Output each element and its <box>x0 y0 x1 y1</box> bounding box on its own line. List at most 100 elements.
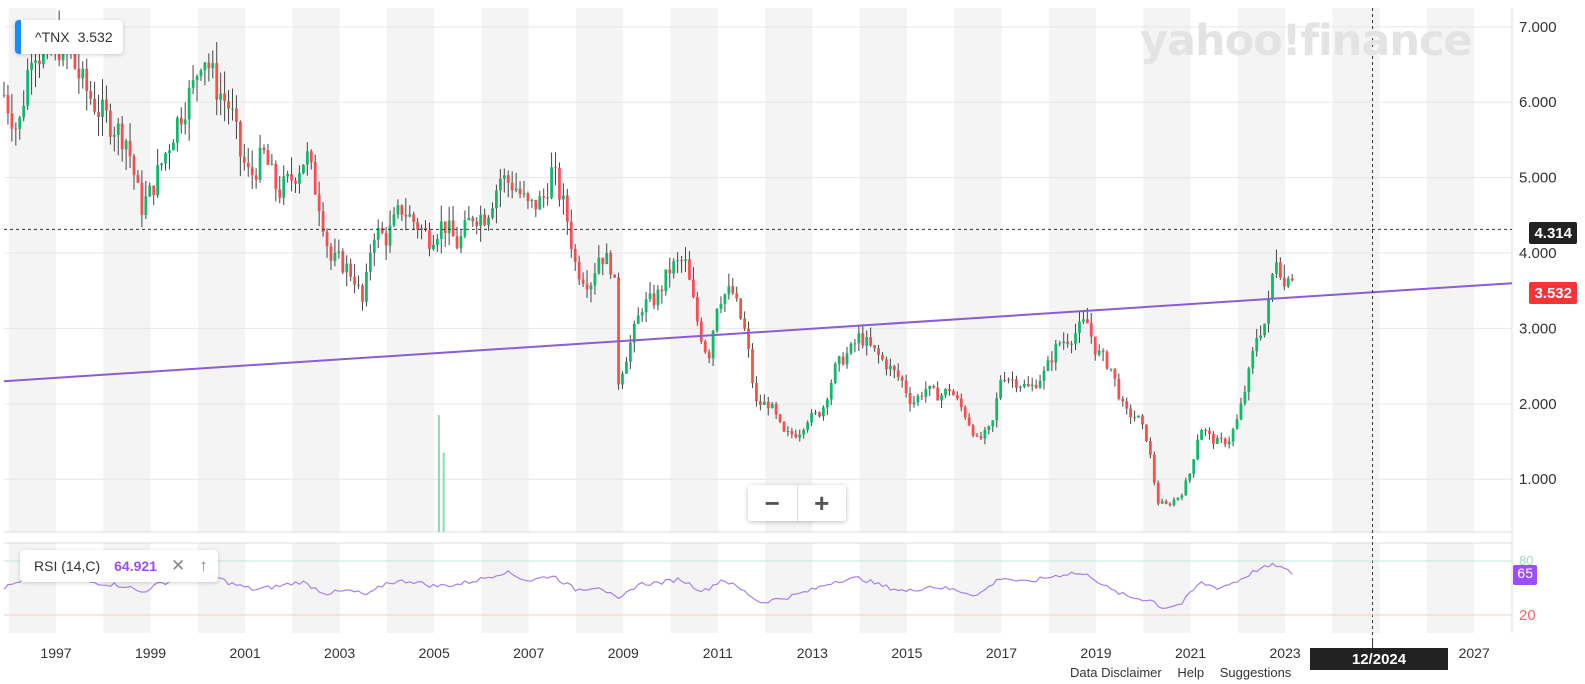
candle-down <box>613 274 616 278</box>
suggestions-link[interactable]: Suggestions <box>1219 665 1292 680</box>
candle-up <box>164 153 167 164</box>
candle-up <box>1042 370 1046 381</box>
candle-up <box>837 356 841 364</box>
candle-up <box>376 227 380 240</box>
candle-down <box>695 296 699 322</box>
candle-down <box>782 421 786 432</box>
candle-up <box>786 431 790 433</box>
candle-down <box>10 113 14 129</box>
candle-down <box>238 121 242 157</box>
candle-down <box>554 167 557 169</box>
zoom-in-button[interactable]: + <box>814 487 830 518</box>
candle-up <box>30 62 33 71</box>
candle-up <box>999 379 1003 399</box>
candle-down <box>357 284 360 286</box>
candle-up <box>203 62 207 71</box>
zoom-controls: − + <box>748 485 846 521</box>
candle-down <box>1085 319 1089 324</box>
candle-up <box>833 363 837 383</box>
candle-up <box>345 263 349 273</box>
candle-down <box>400 205 404 215</box>
candle-up <box>1263 323 1266 336</box>
candle-down <box>774 403 778 415</box>
candle-up <box>124 140 128 150</box>
candle-up <box>924 389 928 397</box>
candle-down <box>278 189 282 198</box>
zoom-out-button[interactable]: − <box>748 485 798 521</box>
candle-up <box>392 214 396 226</box>
footer-links: Data Disclaimer Help Suggestions <box>1070 665 1303 680</box>
candle-up <box>1251 351 1255 369</box>
close-icon[interactable]: ✕ <box>170 556 186 575</box>
candle-up <box>502 175 506 179</box>
candle-down <box>735 293 739 299</box>
ticker-symbol: ^TNX <box>35 29 70 45</box>
candle-down <box>758 401 762 405</box>
candle-up <box>723 294 727 304</box>
candle-up <box>1188 473 1192 481</box>
x-tick-label: 2007 <box>513 645 544 661</box>
rsi-year-band <box>859 543 907 633</box>
candle-up <box>1018 386 1022 388</box>
candle-down <box>1282 277 1286 287</box>
candle-up <box>487 217 490 226</box>
candle-down <box>416 222 420 230</box>
candle-up <box>101 99 104 117</box>
candle-down <box>290 174 293 181</box>
candle-down <box>412 214 416 223</box>
candle-down <box>881 354 884 360</box>
candle-up <box>644 299 648 313</box>
candle-up <box>333 252 337 261</box>
candle-down <box>932 385 936 388</box>
candle-up <box>1231 429 1235 442</box>
candle-down <box>471 217 475 222</box>
candle-down <box>132 156 136 175</box>
candle-up <box>168 150 171 154</box>
candle-down <box>585 283 589 290</box>
x-tick-label: 2017 <box>986 645 1017 661</box>
rsi-year-band <box>1237 543 1286 633</box>
candle-down <box>1121 398 1125 402</box>
candle-up <box>1200 429 1203 440</box>
candle-down <box>85 68 89 92</box>
candle-down <box>105 99 108 111</box>
year-band <box>765 8 813 532</box>
candle-down <box>747 328 750 349</box>
candle-up <box>270 163 274 165</box>
candle-up <box>1255 338 1259 352</box>
candle-down <box>227 101 230 109</box>
candle-down <box>428 230 431 250</box>
candle-up <box>467 217 471 221</box>
candle-up <box>1078 321 1081 333</box>
candle-up <box>550 167 553 198</box>
ticker-tag[interactable]: ^TNX 3.532 <box>15 20 123 54</box>
candle-up <box>144 196 148 215</box>
candle-down <box>979 436 983 439</box>
candle-up <box>1184 480 1188 496</box>
candle-up <box>1227 441 1231 445</box>
candle-up <box>305 151 309 165</box>
candle-up <box>199 70 203 77</box>
candle-down <box>601 257 605 265</box>
candle-down <box>790 431 794 435</box>
data-disclaimer-link[interactable]: Data Disclaimer <box>1070 665 1162 680</box>
candle-up <box>538 196 542 210</box>
rsi-value: 64.921 <box>114 558 157 574</box>
candle-down <box>1026 383 1030 387</box>
candle-up <box>42 53 45 65</box>
candle-up <box>211 63 215 69</box>
candle-down <box>152 185 156 196</box>
candle-up <box>1030 384 1034 387</box>
rsi-indicator-tag[interactable]: RSI (14,C) 64.921 ✕ ↑ <box>20 550 218 582</box>
candle-up <box>420 228 423 230</box>
candle-down <box>1003 379 1006 381</box>
candle-down <box>128 140 132 157</box>
help-link[interactable]: Help <box>1177 665 1205 680</box>
arrow-up-icon[interactable]: ↑ <box>199 556 208 575</box>
ticker-last-price: 3.532 <box>77 29 113 45</box>
candle-up <box>684 259 687 261</box>
y-tick-label: 4.000 <box>1519 245 1557 262</box>
candle-up <box>160 163 163 166</box>
